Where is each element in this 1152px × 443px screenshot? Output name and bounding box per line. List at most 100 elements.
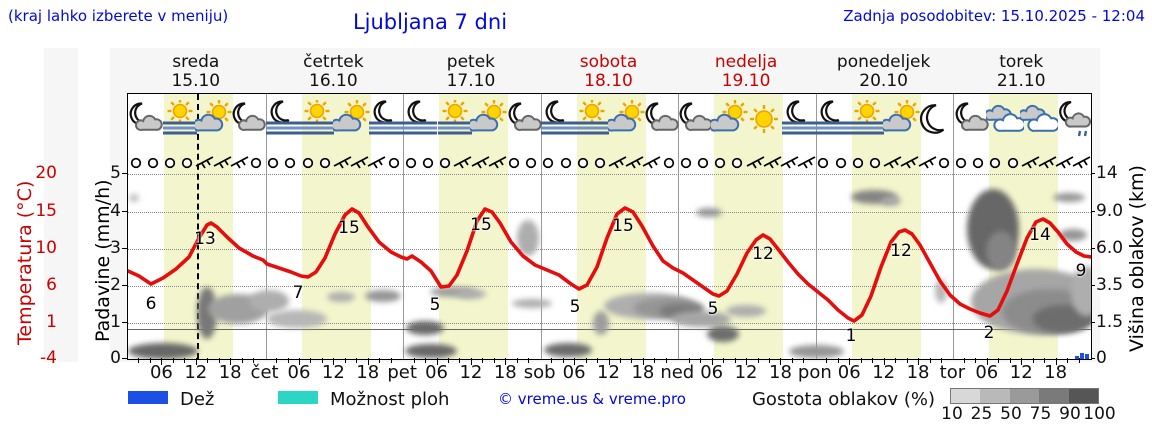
cloud-height-tick-mark bbox=[1090, 321, 1095, 323]
time-tick bbox=[585, 358, 587, 363]
temperature-curve-layer bbox=[128, 206, 1091, 359]
calm-wind-icon bbox=[246, 153, 268, 171]
time-tick bbox=[895, 358, 897, 363]
moon-cloud-icon bbox=[505, 100, 543, 138]
time-tick bbox=[287, 358, 289, 363]
page-title: Ljubljana 7 dni bbox=[352, 10, 508, 34]
time-tick bbox=[826, 358, 828, 363]
calm-wind-icon bbox=[263, 153, 285, 171]
day-boundary-line bbox=[815, 94, 817, 359]
temperature-tick: 15 bbox=[35, 200, 57, 221]
calm-wind-icon bbox=[538, 153, 560, 171]
time-tick bbox=[940, 358, 942, 363]
hour-label: 06 bbox=[700, 362, 724, 383]
cloud-height-tick: 3.5 bbox=[1096, 274, 1124, 295]
time-tick bbox=[505, 358, 507, 365]
rain-tick-mark bbox=[122, 284, 127, 286]
day-date-nedelja: 19.10 bbox=[721, 71, 771, 91]
cloud-blob bbox=[726, 305, 766, 317]
time-tick bbox=[872, 358, 874, 363]
time-tick bbox=[986, 358, 988, 365]
hour-label: 18 bbox=[631, 362, 655, 383]
cloud-blob bbox=[406, 321, 444, 335]
time-tick bbox=[413, 358, 415, 363]
time-tick bbox=[746, 358, 748, 365]
day-date-petek: 17.10 bbox=[446, 71, 496, 91]
temp-value-label: 15 bbox=[470, 215, 492, 235]
time-tick bbox=[218, 358, 220, 363]
time-tick bbox=[161, 358, 163, 365]
time-tick bbox=[367, 358, 369, 365]
time-tick bbox=[448, 358, 449, 363]
time-tick bbox=[780, 358, 782, 365]
day-boundary-line bbox=[403, 94, 405, 359]
cloud-blob bbox=[128, 343, 198, 359]
temperature-tick: 20 bbox=[35, 163, 57, 183]
hour-label: 18 bbox=[218, 362, 242, 383]
day-name-torek: torek bbox=[999, 52, 1044, 72]
calm-wind-icon bbox=[521, 153, 543, 171]
time-tick bbox=[1078, 358, 1080, 363]
calm-wind-icon bbox=[315, 153, 337, 171]
wind-barb-icon bbox=[624, 153, 646, 171]
rain-tick: 0 bbox=[110, 348, 121, 368]
temp-value-label: 12 bbox=[890, 241, 912, 261]
calm-wind-icon bbox=[504, 153, 526, 171]
moon-fog-icon bbox=[780, 100, 818, 138]
wind-barb-icon bbox=[607, 153, 629, 171]
time-tick bbox=[734, 358, 736, 363]
hour-label: 12 bbox=[597, 362, 620, 383]
time-tick bbox=[241, 358, 243, 363]
cloud-height-tick-mark bbox=[1090, 247, 1095, 249]
cloud-height-tick: 9.0 bbox=[1096, 200, 1124, 221]
time-tick bbox=[929, 358, 931, 363]
time-tick bbox=[298, 358, 300, 365]
moon-cloud-drizzle-icon bbox=[1055, 100, 1091, 138]
wind-barb-icon bbox=[882, 153, 904, 171]
time-tick bbox=[631, 358, 633, 363]
wind-barb-icon bbox=[212, 153, 234, 171]
temp-value-label: 15 bbox=[612, 216, 634, 236]
sun-fog-icon bbox=[573, 98, 611, 138]
cloud-blob bbox=[249, 290, 289, 312]
time-tick bbox=[425, 358, 427, 363]
time-tick bbox=[642, 358, 644, 365]
freezing-level-line bbox=[128, 329, 1091, 330]
menu-note: (kraj lahko izberete v meniju) bbox=[8, 7, 229, 25]
cloud-density-value: 90 bbox=[1059, 404, 1081, 424]
temp-value-label: 12 bbox=[752, 244, 774, 264]
time-tick bbox=[1009, 358, 1011, 363]
wind-barb-icon bbox=[917, 153, 939, 171]
time-tick bbox=[918, 358, 920, 365]
time-tick bbox=[321, 358, 323, 363]
calm-wind-icon bbox=[435, 153, 457, 171]
day-name-četrtek: četrtek bbox=[303, 52, 364, 72]
cloud-blob bbox=[456, 289, 486, 299]
cloud-height-tick-mark bbox=[1090, 173, 1095, 174]
time-tick bbox=[184, 358, 186, 363]
time-tick bbox=[310, 358, 312, 363]
day-abbr-label: pet bbox=[387, 362, 417, 383]
cloud-density-value: 75 bbox=[1029, 404, 1052, 424]
cloud-blob bbox=[696, 207, 722, 217]
wind-barb-icon bbox=[194, 153, 216, 171]
calm-wind-icon bbox=[951, 153, 973, 171]
time-tick bbox=[459, 358, 461, 363]
temp-value-label: 2 bbox=[983, 323, 995, 343]
rain-tick: 2 bbox=[110, 274, 121, 295]
time-tick bbox=[551, 358, 553, 363]
rain-tick: 4 bbox=[110, 200, 121, 221]
rain-tick: 5 bbox=[110, 163, 121, 183]
rain-tick-mark bbox=[122, 358, 127, 359]
hour-label: 06 bbox=[149, 362, 173, 383]
day-name-sreda: sreda bbox=[172, 52, 220, 72]
wind-barb-icon bbox=[899, 153, 921, 171]
time-tick bbox=[1032, 358, 1034, 363]
time-tick bbox=[665, 358, 667, 363]
sun-fog-icon bbox=[436, 98, 474, 138]
time-tick bbox=[711, 358, 713, 365]
calm-wind-icon bbox=[280, 153, 302, 171]
time-tick bbox=[860, 358, 862, 363]
hour-label: 18 bbox=[356, 362, 380, 383]
gridline bbox=[128, 211, 1091, 213]
